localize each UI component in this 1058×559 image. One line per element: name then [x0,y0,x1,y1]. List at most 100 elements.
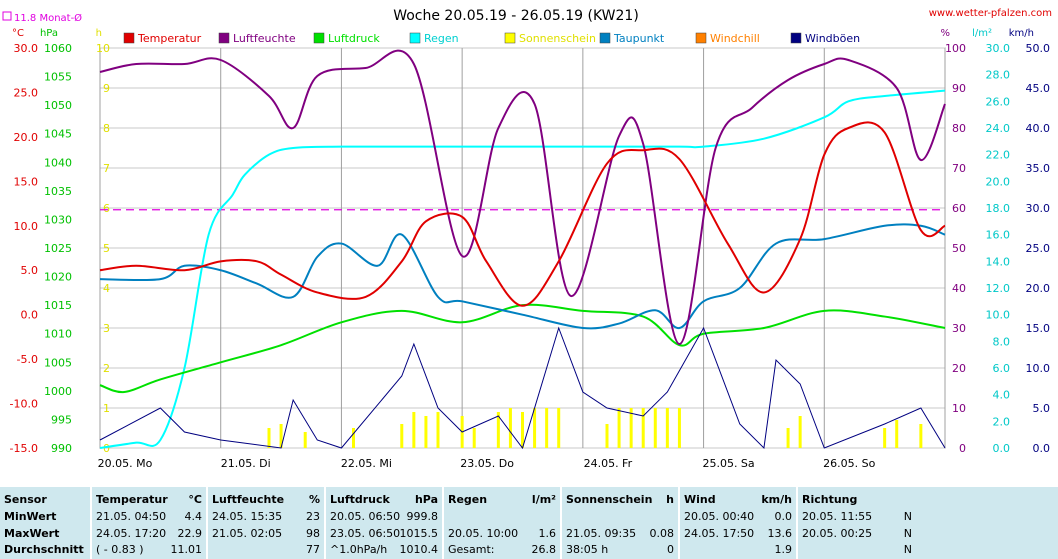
humidity-axis-tick: 60 [952,202,966,215]
rain-axis-tick: 24.0 [986,122,1011,135]
pressure-axis-tick: 1010 [44,328,72,341]
stats-header: Regen [448,493,488,506]
humidity-axis-tick: 90 [952,82,966,95]
pressure-axis-tick: 995 [51,413,72,426]
series-line-windböen [99,326,946,450]
stats-unit: l/m² [531,493,556,506]
sun-axis-tick: 7 [103,162,110,175]
legend-swatch-2 [313,32,325,44]
wind-axis-unit: km/h [1009,28,1034,39]
stats-value: N [903,510,912,523]
humidity-axis-unit: % [940,28,950,39]
wind-axis-tick: 5.0 [1033,402,1051,415]
pressure-axis-tick: 1055 [44,71,72,84]
rain-axis-tick: 30.0 [986,42,1011,55]
sunshine-bar [496,412,500,448]
series-line-taupunkt [99,223,946,330]
sun-axis-tick: 6 [103,202,110,215]
pressure-axis-tick: 1060 [44,42,72,55]
x-tick-label: 23.05. Do [460,457,514,470]
stats-col-6: Wind km/h 20.05. 00:40 0.0 24.05. 17:50 13.6 1… [678,487,798,559]
legend-label-7: Windböen [805,32,860,45]
temp-axis-tick: -5.0 [17,353,38,366]
pressure-axis-tick: 1040 [44,156,72,169]
wind-axis-tick: 35.0 [1026,162,1051,175]
x-tick-label: 22.05. Mi [341,457,392,470]
humidity-axis-tick: 20 [952,362,966,375]
wind-axis-tick: 0.0 [1033,442,1051,455]
temp-axis-tick: -10.0 [10,398,38,411]
pressure-axis-tick: 1050 [44,99,72,112]
stats-time: 20.05. 00:25 [802,527,873,540]
stats-time: 21.05. 04:50 [96,510,167,523]
stats-time: 20.05. 00:40 [684,510,755,523]
stats-time: ^1.0hPa/h [330,543,388,556]
legend-swatch-4 [504,32,516,44]
sunshine-bar [895,420,899,448]
pressure-axis-tick: 1020 [44,271,72,284]
stats-header: Luftfeuchte [212,493,285,506]
sun-axis-tick: 0 [103,442,110,455]
legend-swatch-0 [123,32,135,44]
rain-axis-tick: 16.0 [986,229,1011,242]
stats-header: Sonnenschein [566,493,653,506]
rain-axis-tick: 22.0 [986,149,1011,162]
temp-axis-tick: 0.0 [21,309,39,322]
sun-axis-tick: 4 [103,282,110,295]
stats-value: 13.6 [767,527,793,540]
sunshine-bar [557,408,561,448]
legend-swatch-5 [599,32,611,44]
weather-chart: Woche 20.05.19 - 26.05.19 (KW21) www.wett… [2,8,1052,470]
stats-row-label: Durchschnitt [4,543,84,556]
pressure-axis-tick: 1025 [44,242,72,255]
stats-header: Temperatur [96,493,168,506]
wind-axis-tick: 50.0 [1026,42,1051,55]
monthly-avg-label: 11.8 Monat-Ø [14,12,82,24]
sun-axis-tick: 9 [103,82,110,95]
rain-axis-tick: 18.0 [986,202,1011,215]
site-url: www.wetter-pfalzen.com [929,8,1052,19]
stats-col-3: Luftdruck hPa 20.05. 06:50 999.8 23.05. 06:5… [324,487,444,559]
series-line-temperatur [99,121,946,307]
sunshine-bar [521,412,524,448]
stats-col-2: Luftfeuchte% 24.05. 15:35 23 21.05. 02:05 98… [206,487,326,559]
wind-axis-tick: 45.0 [1026,82,1051,95]
stats-value: 999.8 [406,510,439,523]
sun-axis-tick: 10 [96,42,110,55]
series-line-regen [99,89,946,449]
pressure-axis-tick: 1045 [44,128,72,141]
stats-value: 26.8 [531,543,557,556]
rain-axis-tick: 10.0 [986,309,1011,322]
stats-header: Wind [684,493,716,506]
sunshine-bar [267,428,271,448]
sunshine-bar [919,424,923,448]
stats-header: Sensor [4,493,47,506]
rain-axis-tick: 26.0 [986,95,1011,108]
stats-time: 24.05. 17:20 [96,527,167,540]
sunshine-bar [508,408,512,448]
sunshine-bar [533,408,537,448]
pressure-axis-tick: 1000 [44,385,72,398]
rain-axis-tick: 0.0 [993,442,1011,455]
sun-axis-tick: 1 [103,402,110,415]
pressure-axis-tick: 990 [51,442,72,455]
stats-time: 38:05 h [566,543,609,556]
legend-swatch-6 [695,32,707,44]
legend-label-4: Sonnenschein [519,32,596,45]
sunshine-bar [412,412,416,448]
stats-time: 20.05. 10:00 [448,527,519,540]
sun-axis-tick: 2 [103,362,110,375]
avg-marker-icon [2,11,12,21]
temp-axis-tick: -15.0 [10,442,38,455]
stats-unit: °C [188,493,202,506]
stats-value: 77 [306,543,320,556]
stats-value: 23 [306,510,320,523]
sunshine-bar [545,408,549,448]
sunshine-bar [279,424,283,448]
legend-label-2: Luftdruck [328,32,380,45]
stats-row-label: MaxWert [4,527,60,540]
sunshine-bar [677,408,681,448]
sunshine-bar [424,416,428,448]
sunshine-bar [472,428,476,448]
sun-axis-unit: h [96,28,102,39]
